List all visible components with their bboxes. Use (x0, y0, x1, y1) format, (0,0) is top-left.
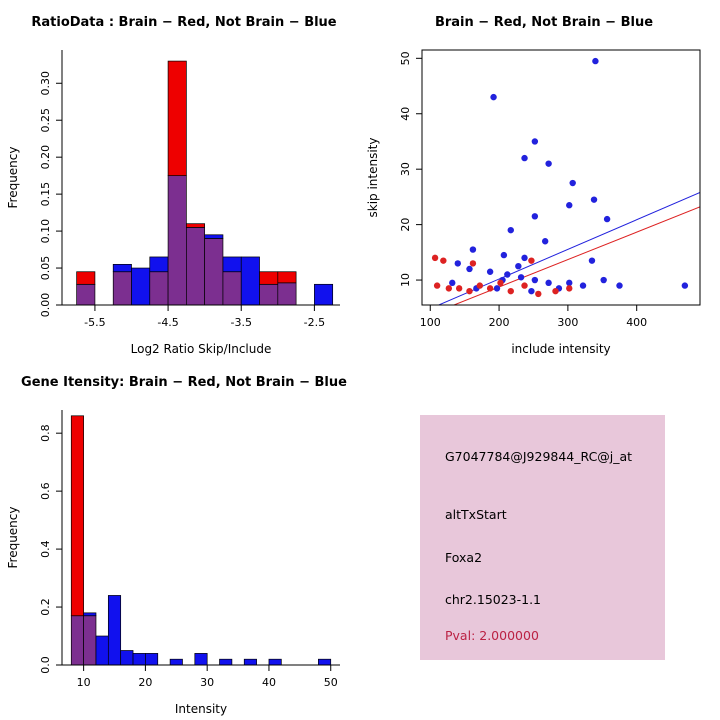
info-box: G7047784@J929844_RC@j_at altTxStart Foxa… (420, 415, 665, 660)
svg-text:-5.5: -5.5 (84, 316, 105, 329)
gene-histogram-title: Gene Itensity: Brain − Red, Not Brain − … (21, 375, 347, 390)
svg-text:Intensity: Intensity (175, 702, 227, 716)
svg-text:0.2: 0.2 (39, 598, 52, 616)
svg-text:Log2 Ratio Skip/Include: Log2 Ratio Skip/Include (131, 342, 272, 356)
panel-info: G7047784@J929844_RC@j_at altTxStart Foxa… (360, 360, 720, 720)
ratio-histogram-title: RatioData : Brain − Red, Not Brain − Blu… (31, 15, 337, 30)
svg-text:0.20: 0.20 (39, 145, 52, 170)
svg-text:-3.5: -3.5 (231, 316, 252, 329)
svg-text:-2.5: -2.5 (304, 316, 325, 329)
probe-id-text: G7047784@J929844_RC@j_at (445, 449, 633, 464)
gene-name-text: Foxa2 (445, 550, 483, 565)
svg-text:50: 50 (399, 51, 412, 65)
svg-text:200: 200 (489, 316, 510, 329)
svg-text:0.25: 0.25 (39, 108, 52, 133)
svg-text:0.30: 0.30 (39, 71, 52, 96)
panel-gene-histogram: Gene Itensity: Brain − Red, Not Brain − … (0, 360, 360, 720)
svg-text:300: 300 (557, 316, 578, 329)
svg-text:10: 10 (399, 273, 412, 287)
svg-text:40: 40 (262, 676, 276, 689)
svg-text:0.00: 0.00 (39, 293, 52, 318)
gene-histogram-plot: 10 20 30 40 50 0.0 0.2 0.4 0.6 0.8 Intensity Freque… (6, 410, 340, 716)
svg-text:skip intensity: skip intensity (366, 138, 380, 218)
pval-text: Pval: 2.000000 (445, 628, 539, 643)
svg-text:30: 30 (399, 162, 412, 176)
chromosome-text: chr2.15023-1.1 (445, 592, 542, 607)
svg-text:20: 20 (399, 218, 412, 232)
svg-text:100: 100 (420, 316, 441, 329)
svg-text:0.0: 0.0 (39, 656, 52, 674)
svg-text:400: 400 (626, 316, 647, 329)
svg-text:40: 40 (399, 107, 412, 121)
event-type-text: altTxStart (445, 507, 507, 522)
svg-text:Frequency: Frequency (6, 507, 20, 569)
intensity-scatter-plot: 100 200 300 400 10 20 30 40 50 include intensity s… (366, 49, 701, 356)
svg-text:include intensity: include intensity (511, 342, 610, 356)
svg-text:0.4: 0.4 (39, 540, 52, 558)
intensity-scatter-title: Brain − Red, Not Brain − Blue (434, 15, 654, 30)
panel-intensity-scatter: Brain − Red, Not Brain − Blue 100 200 300 4… (360, 0, 720, 360)
ratio-histogram-plot: -5.5 -4.5 -3.5 -2.5 0.00 0.05 0.10 0.15 0.20 0.25… (6, 50, 340, 356)
svg-text:0.10: 0.10 (39, 219, 52, 244)
svg-text:0.05: 0.05 (39, 256, 52, 281)
svg-text:50: 50 (324, 676, 338, 689)
svg-text:0.8: 0.8 (39, 424, 52, 442)
svg-text:Frequency: Frequency (6, 147, 20, 209)
svg-text:20: 20 (138, 676, 152, 689)
svg-text:-4.5: -4.5 (157, 316, 178, 329)
svg-text:30: 30 (200, 676, 214, 689)
svg-text:10: 10 (77, 676, 91, 689)
svg-text:0.15: 0.15 (39, 182, 52, 207)
panel-ratio-histogram: RatioData : Brain − Red, Not Brain − Blu… (0, 0, 360, 360)
svg-text:0.6: 0.6 (39, 482, 52, 500)
